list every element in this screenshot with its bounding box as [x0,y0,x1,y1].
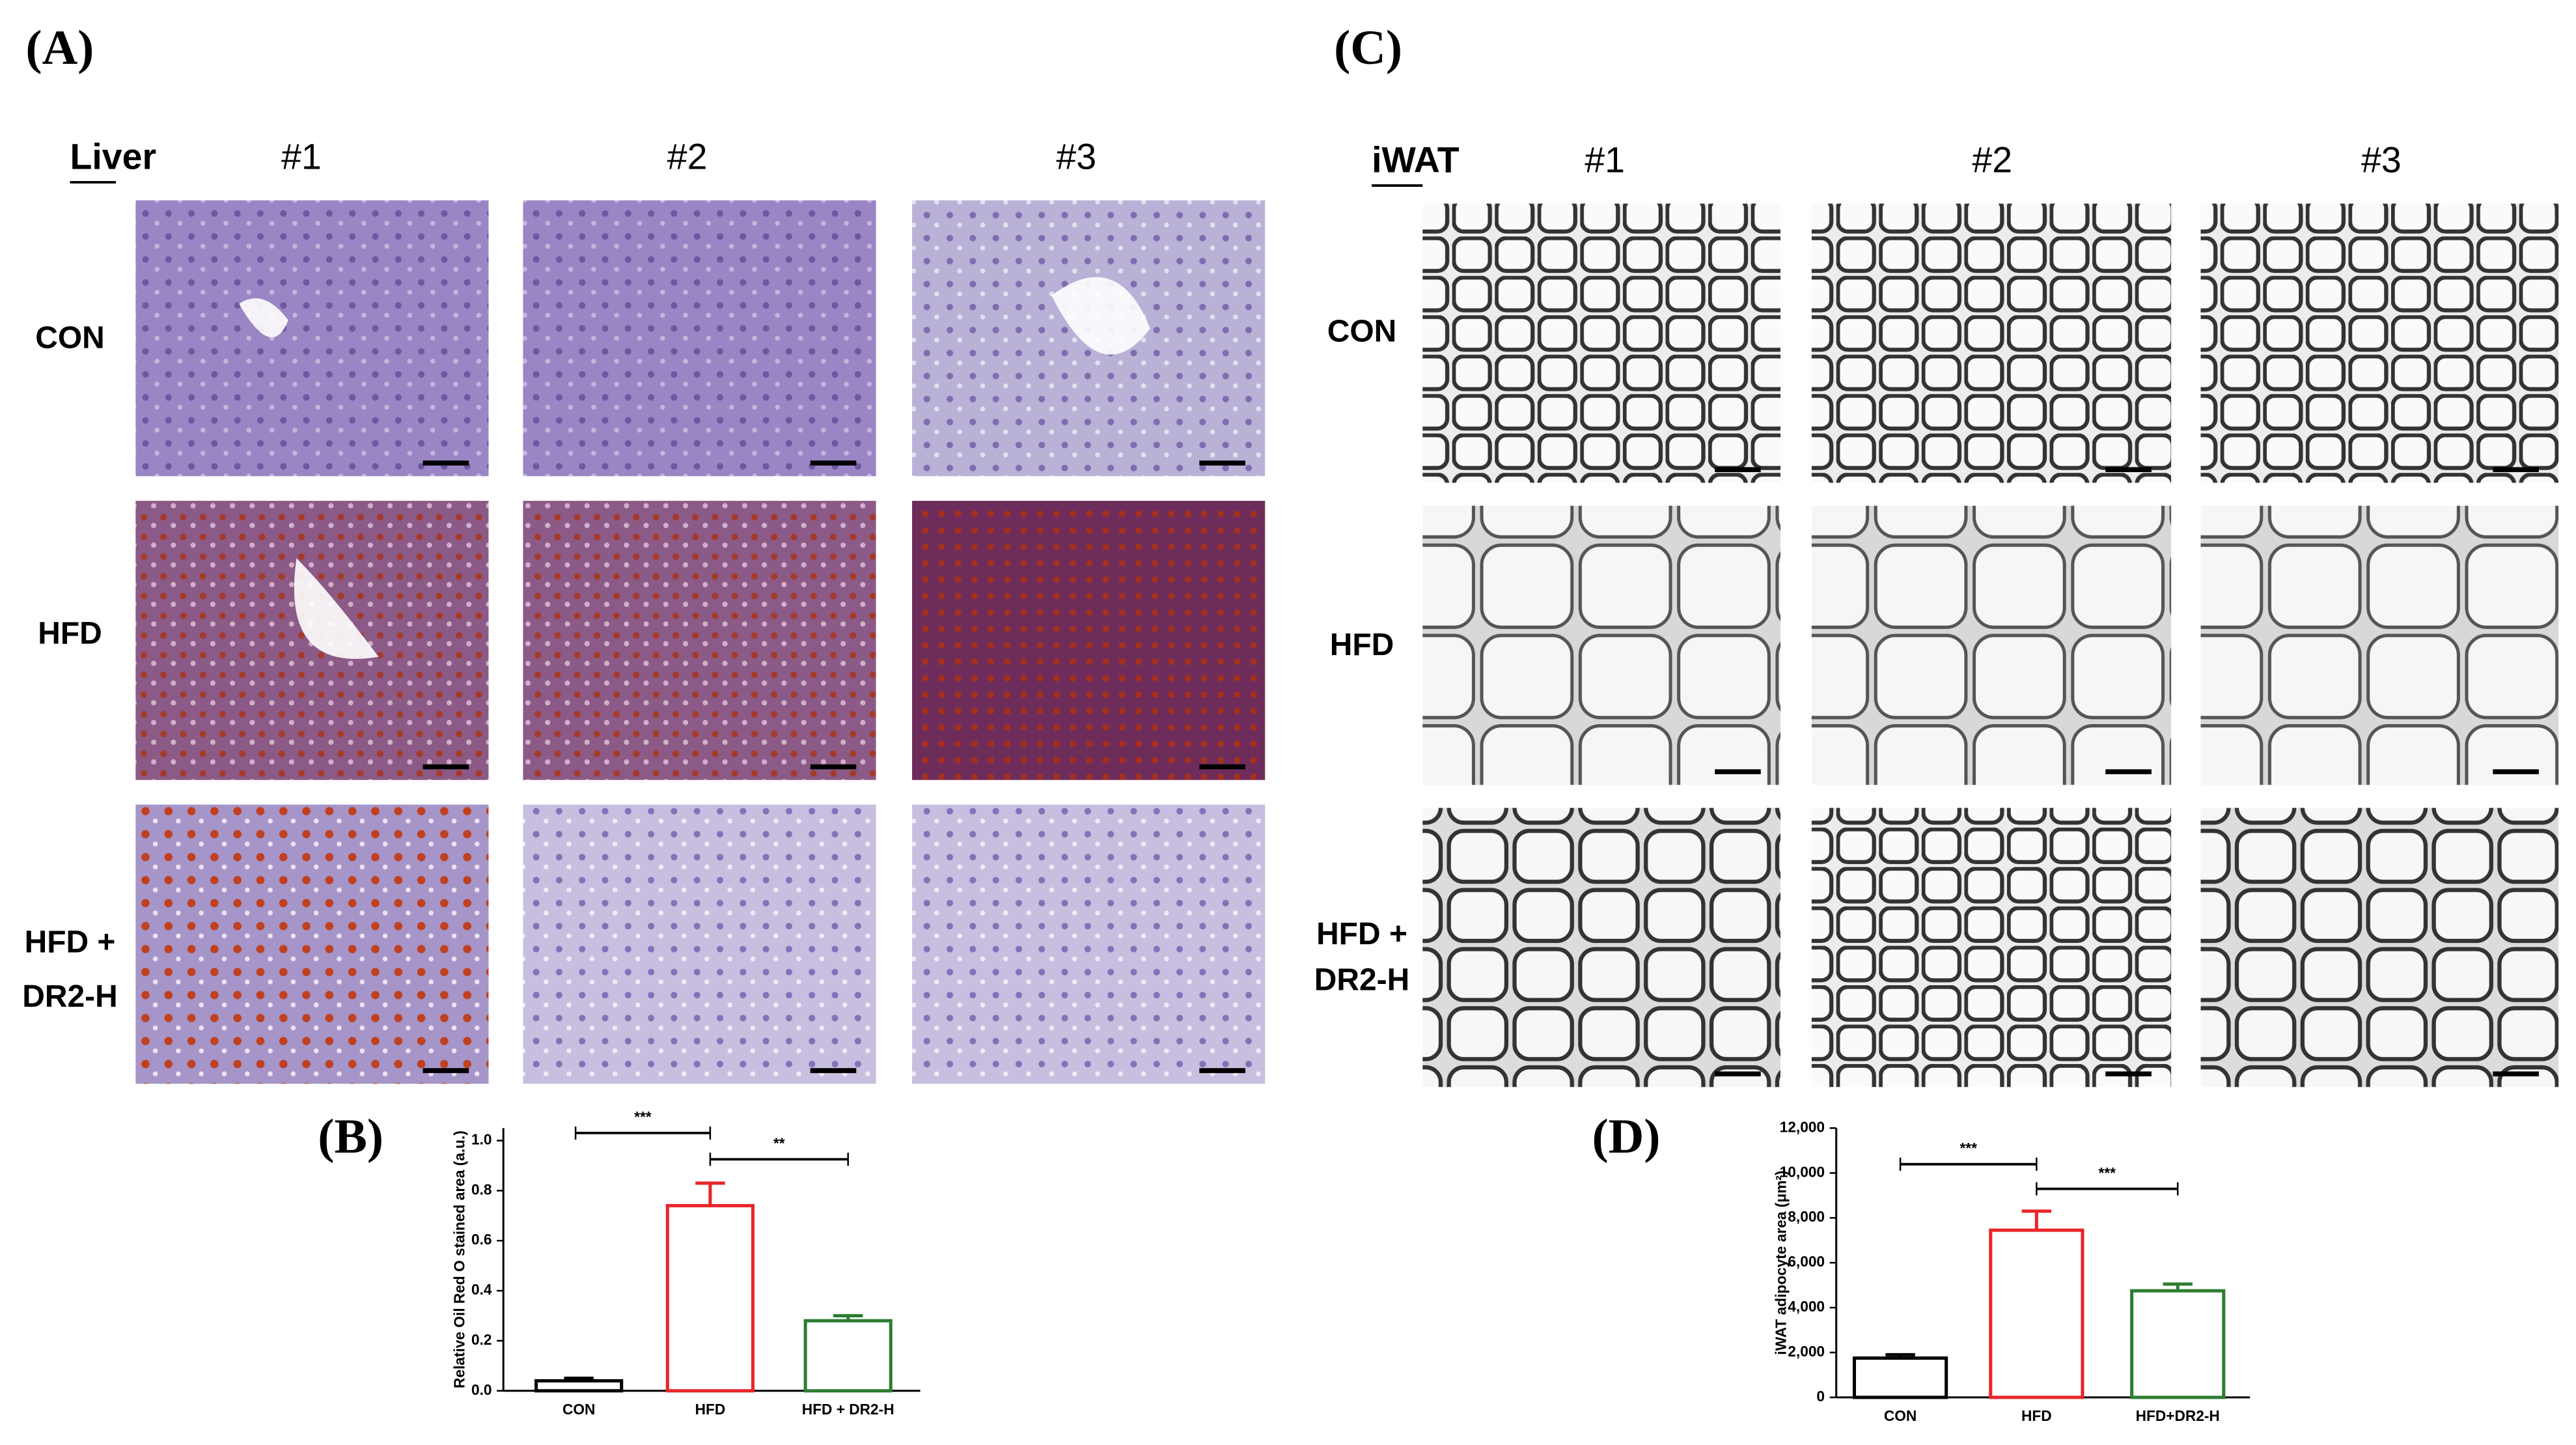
column-header: #1 [1585,139,1625,180]
y-axis-title: Relative Oil Red O stained area (a.u.) [451,1130,468,1388]
x-tick-label: CON [562,1401,595,1418]
column-header: #2 [667,136,708,176]
panel-label: (C) [1334,21,1402,75]
bar [803,1319,893,1393]
significance-label: ** [773,1135,785,1152]
y-tick-label: 10,000 [1780,1163,1825,1180]
row-label: HFD [1330,628,1394,662]
bar [1852,1356,1948,1399]
micrograph [1811,505,2172,785]
panel-label: (B) [318,1110,383,1164]
x-tick-label: HFD + DR2-H [802,1401,894,1418]
y-tick-label: 0.8 [471,1181,492,1198]
micrograph [135,200,489,477]
micrograph [523,200,876,477]
row-label: HFD + [25,925,116,960]
micrograph [1811,203,2172,483]
column-header: #2 [1972,139,2012,180]
column-header: #1 [281,136,322,176]
micrograph [523,501,876,780]
y-tick-label: 0.0 [471,1381,492,1398]
row-label: CON [1327,315,1396,349]
micrograph [912,501,1266,780]
panel-label: (A) [25,21,94,75]
y-tick-label: 2,000 [1788,1343,1825,1360]
bar [2130,1289,2226,1399]
panel-label: (D) [1592,1110,1660,1164]
row-label: CON [35,321,104,356]
micrograph [523,804,876,1084]
y-tick-label: 12,000 [1780,1118,1825,1135]
y-tick-label: 8,000 [1788,1208,1825,1225]
y-tick-label: 0 [1816,1388,1825,1405]
bar [534,1379,624,1393]
y-tick-label: 0.4 [471,1281,492,1298]
vessel [239,277,1150,659]
row-label: HFD + [1316,917,1407,951]
micrograph [135,804,489,1084]
micrograph [1422,203,1780,483]
micrograph [2200,203,2559,483]
y-tick-label: 0.2 [471,1331,492,1348]
micrograph [1422,807,1780,1087]
column-header: #3 [1056,136,1096,176]
micrograph [2200,807,2559,1087]
x-tick-label: HFD [695,1401,726,1418]
y-tick-label: 1.0 [471,1131,492,1148]
x-tick-label: HFD+DR2-H [2136,1407,2220,1424]
row-label: HFD [38,617,102,651]
y-tick-label: 0.6 [471,1231,492,1248]
significance-label: *** [1960,1140,1977,1157]
bar [665,1203,755,1393]
y-tick-label: 6,000 [1788,1253,1825,1270]
micrograph [2200,505,2559,785]
micrograph [912,804,1266,1084]
micrographs [135,200,2559,1087]
significance-label: *** [2099,1164,2116,1181]
significance-label: *** [634,1108,652,1125]
y-tick-label: 4,000 [1788,1298,1825,1315]
column-header: #3 [2361,139,2402,180]
micrograph [1811,807,2172,1087]
tissue-label: iWAT [1372,139,1460,180]
tissue-label: Liver [70,136,156,176]
bar [1989,1228,2084,1399]
micrograph [1422,505,1780,785]
x-tick-label: CON [1884,1407,1917,1424]
row-label: DR2-H [22,979,117,1014]
y-axis-title: iWAT adipocyte area (μm²) [1772,1170,1789,1354]
row-label: DR2-H [1314,963,1409,998]
x-tick-label: HFD [2021,1407,2052,1424]
